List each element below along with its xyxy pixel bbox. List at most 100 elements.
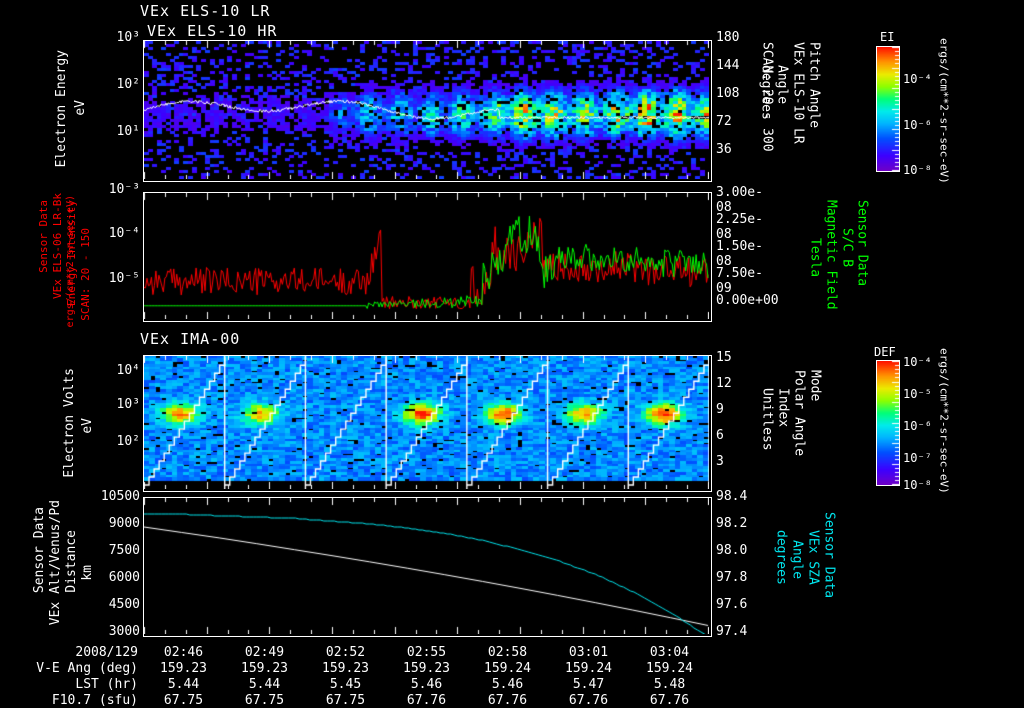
xaxis-row-label-1: V-E Ang (deg) <box>36 661 138 676</box>
xaxis-cell-lst-1: 5.44 <box>248 677 281 692</box>
xaxis-cell-ve_ang-5: 159.24 <box>565 661 612 676</box>
panel3-rtick-6: 6 <box>716 428 724 443</box>
xaxis-cell-time-2: 02:52 <box>325 645 366 660</box>
panel2-lineplot <box>144 193 709 319</box>
colorbar2-tick-2: 10⁻⁵ <box>903 387 932 401</box>
panel2-left-axis-label-5: SCAN: 20 - 150 <box>79 228 92 321</box>
xaxis-cell-lst-6: 5.48 <box>653 677 686 692</box>
panel1-right-axis-label-1: Pitch Angle <box>806 42 822 129</box>
colorbar2 <box>876 360 900 486</box>
xaxis-cell-lst-0: 5.44 <box>167 677 200 692</box>
xaxis-cell-ve_ang-3: 159.23 <box>403 661 450 676</box>
panel3-plot-area[interactable] <box>143 355 712 492</box>
panel3-rtick-15: 15 <box>716 350 732 365</box>
panel4-lineplot <box>144 498 709 634</box>
colorbar2-tick-3: 10⁻⁶ <box>903 419 932 433</box>
panel2-rtick-3: 1.50e-08 <box>716 239 763 269</box>
panel2-rtick-2: 2.25e-08 <box>716 212 763 242</box>
panel4-left-axis-label-2: VEx Alt/Venus/Pd <box>48 500 63 626</box>
panel3-ytick-1: 10⁴ <box>116 363 140 378</box>
panel2-rtick-4: 7.50e-09 <box>716 266 763 296</box>
panel4-ytick-9000: 9000 <box>108 516 140 531</box>
panel1-plot-area[interactable] <box>143 40 712 182</box>
panel1-left-axis-units: eV <box>73 100 88 116</box>
colorbar2-tick-5: 10⁻⁸ <box>903 478 932 492</box>
panel1-rtick-108: 108 <box>716 86 740 101</box>
xaxis-cell-f107-5: 67.76 <box>568 693 609 708</box>
colorbar1 <box>876 46 900 172</box>
colorbar1-tick-3: 10⁻⁸ <box>903 163 932 177</box>
panel4-rtick-4: 97.8 <box>716 570 748 585</box>
panel3-ytick-3: 10² <box>116 434 140 449</box>
colorbar2-tick-4: 10⁻⁷ <box>903 451 932 465</box>
panel2-ytick-2: 10⁻⁴ <box>108 226 140 241</box>
panel4-ytick-3000: 3000 <box>108 624 140 639</box>
panel1-title-hr: VEx ELS-10 HR <box>147 22 278 40</box>
xaxis-cell-f107-2: 67.75 <box>325 693 366 708</box>
panel1-right-axis-label-3: Angle <box>774 65 790 105</box>
xaxis-cell-f107-6: 67.76 <box>649 693 690 708</box>
xaxis-row-label-0: 2008/129 <box>75 645 138 660</box>
panel1-rtick-72: 72 <box>716 114 732 129</box>
xaxis-cell-ve_ang-0: 159.23 <box>160 661 207 676</box>
panel2-plot-area[interactable] <box>143 192 712 322</box>
panel1-title-lr: VEx ELS-10 LR <box>140 2 271 20</box>
panel4-rtick-6: 97.4 <box>716 624 748 639</box>
panel1-right-axis-label-5: SCAN: 20 - 300 <box>759 42 775 152</box>
panel4-ytick-4500: 4500 <box>108 597 140 612</box>
xaxis-cell-f107-3: 67.76 <box>406 693 447 708</box>
xaxis-cell-time-1: 02:49 <box>244 645 285 660</box>
panel2-right-axis-label-4: Tesla <box>807 238 823 278</box>
panel3-title: VEx IMA-00 <box>140 330 241 348</box>
panel1-right-axis-label-2: VEx ELS-10 LR <box>790 42 806 144</box>
panel3-rtick-12: 12 <box>716 376 732 391</box>
xaxis-row-label-3: F10.7 (sfu) <box>51 693 138 708</box>
panel4-right-axis-label-1: Sensor Data <box>821 512 837 599</box>
panel2-rtick-1: 3.00e-08 <box>716 185 763 215</box>
xaxis-cell-ve_ang-2: 159.23 <box>322 661 369 676</box>
panel4-ytick-10500: 10500 <box>100 489 140 504</box>
xaxis-cell-lst-2: 5.45 <box>329 677 362 692</box>
xaxis-cell-f107-0: 67.75 <box>163 693 204 708</box>
xaxis-cell-ve_ang-6: 159.24 <box>646 661 693 676</box>
panel4-rtick-5: 97.6 <box>716 597 748 612</box>
panel4-plot-area[interactable] <box>143 497 712 637</box>
panel2-left-axis-label-1: Sensor Data <box>37 200 50 273</box>
panel3-ytick-2: 10³ <box>116 397 140 412</box>
colorbar2-tick-1: 10⁻⁴ <box>903 355 932 369</box>
panel2-left-axis-label-4: ergs/(cm**2-sr-sec-eV) <box>65 195 76 328</box>
panel3-rtick-3: 3 <box>716 454 724 469</box>
xaxis-cell-f107-1: 67.75 <box>244 693 285 708</box>
panel4-right-axis-label-3: Angle <box>789 540 805 580</box>
xaxis-cell-time-6: 03:04 <box>649 645 690 660</box>
xaxis-cell-ve_ang-1: 159.23 <box>241 661 288 676</box>
xaxis-cell-time-4: 02:58 <box>487 645 528 660</box>
panel3-rtick-9: 9 <box>716 402 724 417</box>
panel4-ytick-7500: 7500 <box>108 543 140 558</box>
xaxis-cell-time-3: 02:55 <box>406 645 447 660</box>
panel3-spectrogram <box>144 356 709 489</box>
panel1-rtick-144: 144 <box>716 58 740 73</box>
panel3-left-axis-units: eV <box>80 418 95 434</box>
panel4-left-axis-label-4: km <box>80 565 95 581</box>
panel2-right-axis-label-2: S/C B <box>839 228 855 268</box>
panel4-right-axis-label-2: VEx SZA <box>805 530 821 585</box>
xaxis-cell-time-0: 02:46 <box>163 645 204 660</box>
panel2-rtick-5: 0.00e+00 <box>716 293 779 308</box>
xaxis-cell-lst-4: 5.46 <box>491 677 524 692</box>
panel1-ytick-1000: 10³ <box>116 30 140 45</box>
colorbar1-tick-1: 10⁻⁴ <box>903 72 932 86</box>
xaxis-cell-lst-5: 5.47 <box>572 677 605 692</box>
panel3-left-axis-label: Electron Volts <box>62 368 77 478</box>
panel4-left-axis-label-1: Sensor Data <box>32 507 47 594</box>
panel2-ytick-1: 10⁻³ <box>108 182 140 197</box>
colorbar1-units: ergs/(cm**2-sr-sec-eV) <box>937 38 951 184</box>
colorbar2-units: ergs/(cm**2-sr-sec-eV) <box>937 348 951 494</box>
colorbar1-tick-2: 10⁻⁶ <box>903 118 932 132</box>
panel2-right-axis-label-3: Magnetic Field <box>823 200 839 310</box>
xaxis-cell-lst-3: 5.46 <box>410 677 443 692</box>
panel1-right-axis-label-4: degrees <box>758 65 774 120</box>
xaxis-cell-time-5: 03:01 <box>568 645 609 660</box>
xaxis-cell-f107-4: 67.76 <box>487 693 528 708</box>
panel4-left-axis-label-3: Distance <box>64 530 79 593</box>
